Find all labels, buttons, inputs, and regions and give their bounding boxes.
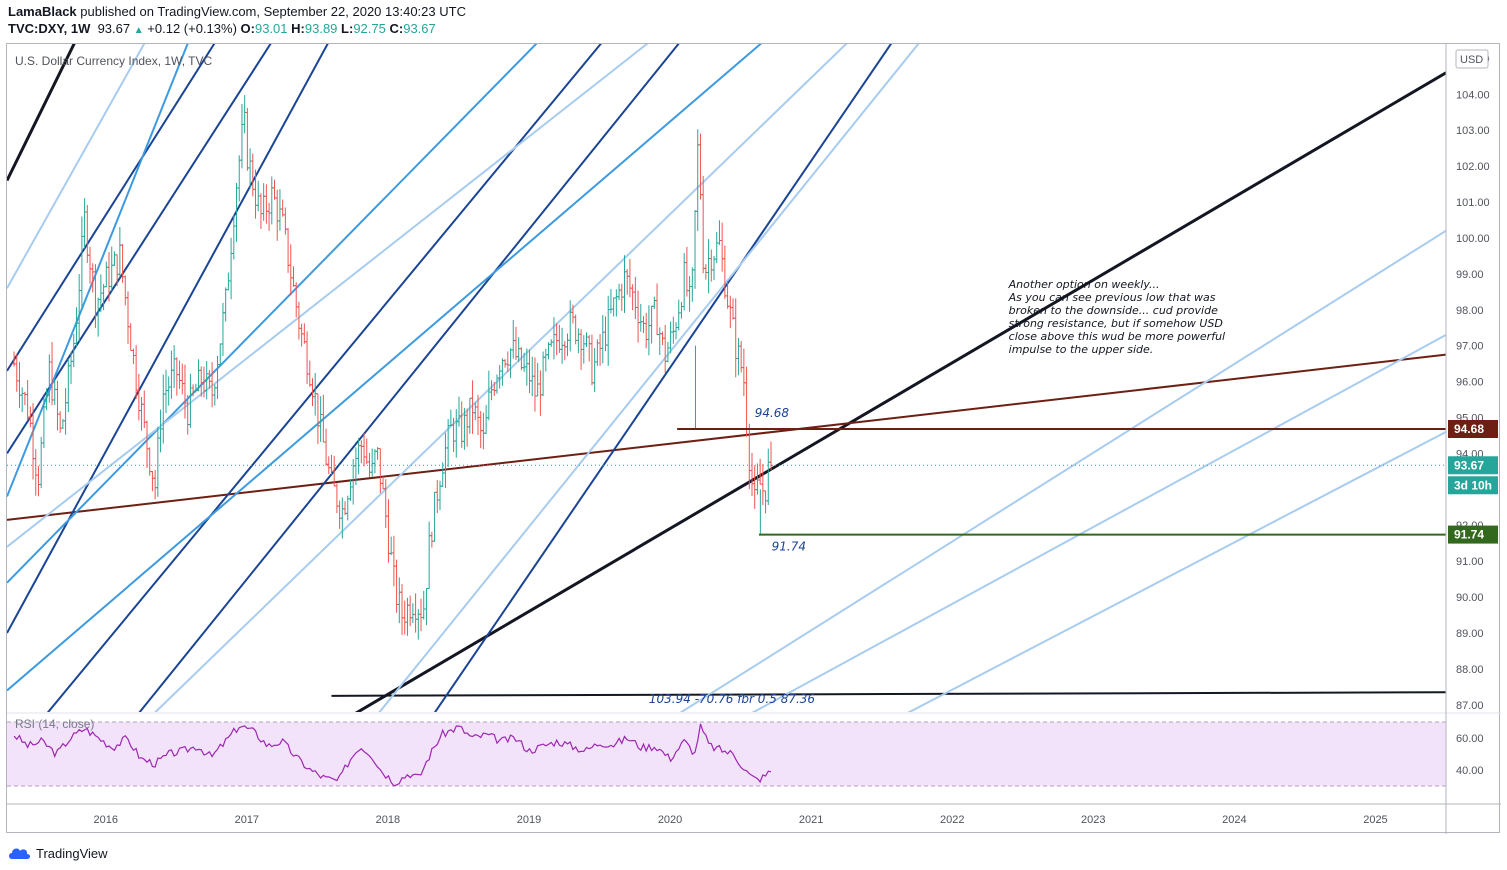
black-lower-trendline [354, 71, 1446, 712]
note-line: impulse to the upper side. [1009, 343, 1154, 356]
time-tick-label: 2020 [658, 814, 682, 826]
symbol-ohlc-header: TVC:DXY, 1W 93.67 ▲ +0.12 (+0.13%) O:93.… [8, 21, 436, 36]
low-value: 92.75 [353, 21, 386, 36]
blue-channel-line [7, 44, 762, 692]
bar-countdown-tag: 3d 10h [1454, 478, 1492, 492]
price-tick-label: 101.00 [1456, 197, 1490, 209]
note-line: As you can see previous low that was [1008, 291, 1216, 304]
tradingview-cloud-icon [9, 848, 30, 859]
price-tick-label: 96.00 [1456, 377, 1484, 389]
navy-channel-line [46, 44, 602, 712]
time-tick-label: 2023 [1081, 814, 1105, 826]
time-tick-label: 2021 [799, 814, 823, 826]
lightblue-channel-line [751, 334, 1446, 712]
blue-channel-line [7, 44, 189, 497]
price-tick-label: 99.00 [1456, 269, 1484, 281]
price-tick-label: 98.00 [1456, 305, 1484, 317]
time-tick-label: 2016 [94, 814, 118, 826]
time-tick-label: 2022 [940, 814, 964, 826]
last-price: 93.67 [97, 21, 131, 36]
lightblue-channel-line [679, 229, 1446, 712]
low-label: L: [341, 21, 354, 36]
time-tick-label: 2024 [1222, 814, 1246, 826]
axes: 87.0088.0089.0090.0091.0092.0093.0094.00… [7, 44, 1501, 834]
price-tick-label: 91.00 [1456, 556, 1484, 568]
price-tick-label: 97.00 [1456, 341, 1484, 353]
high-value: 93.89 [304, 21, 338, 36]
last-price-tag-bg [1448, 456, 1498, 475]
currency-label: USD [1460, 54, 1483, 66]
resistance-price-tag-bg [1448, 419, 1498, 438]
price-tick-label: 88.00 [1456, 664, 1484, 676]
price-tick-label: 90.00 [1456, 592, 1484, 604]
time-tick-label: 2019 [517, 814, 541, 826]
lightblue-channel-line [7, 44, 649, 548]
rsi-tick-label: 40.00 [1456, 765, 1484, 777]
lightblue-channel-line [7, 44, 146, 289]
note-line: Another option on weekly... [1008, 278, 1160, 291]
black-fib-base-line [331, 691, 1446, 697]
fib-annotation: 103.94 -70.76 fbr 0.5 87.36 [649, 692, 816, 706]
note-line: broken to the downside... cud provide [1009, 304, 1218, 317]
open-value: 93.01 [254, 21, 288, 36]
note-line: close above this wud be more powerful [1009, 330, 1225, 343]
bar-countdown-tag-bg [1448, 476, 1498, 495]
chart-canvas[interactable]: RSI (14, close) 87.00 88.00 89.00 90.00 91.0… [7, 44, 1501, 834]
time-tick-label: 2025 [1363, 814, 1387, 826]
chart-title: U.S. Dollar Currency Index, 1W, TVC [15, 54, 213, 68]
footer-brand-label: TradingView [36, 845, 108, 861]
lightblue-channel-line [907, 430, 1446, 712]
close-label: C: [389, 21, 404, 36]
lightblue-channel-line [378, 44, 920, 712]
high-label: H: [291, 21, 305, 36]
navy-channel-line [138, 44, 680, 712]
price-tick-label: 102.00 [1456, 161, 1490, 173]
rsi-pane: RSI (14, close) [7, 712, 1501, 787]
chart-frame[interactable]: RSI (14, close) 87.00 88.00 89.00 90.00 91.0… [6, 43, 1501, 834]
time-tick-label: 2018 [376, 814, 400, 826]
note-line: strong resistance, but if somehow USD [1009, 317, 1223, 330]
support-price-tag: 91.74 [1454, 528, 1484, 542]
price-bars [12, 95, 773, 640]
publish-header: LamaBlack published on TradingView.com, … [8, 4, 466, 19]
rsi-label: RSI (14, close) [15, 717, 94, 731]
last-price-tag: 93.67 [1454, 458, 1484, 472]
resistance-price-tag: 94.68 [1454, 422, 1484, 436]
symbol-ticker[interactable]: TVC:DXY, 1W [8, 21, 91, 36]
close-value: 93.67 [403, 21, 436, 36]
author-name[interactable]: LamaBlack [8, 4, 77, 19]
time-tick-label: 2017 [235, 814, 259, 826]
triangle-up-icon: ▲ [133, 25, 144, 36]
level-low-annotation: 91.74 [772, 540, 806, 554]
navy-channel-line [7, 44, 329, 634]
publish-info: published on TradingView.com, September … [80, 4, 466, 19]
price-tick-label: 87.00 [1456, 700, 1484, 712]
currency-box [1455, 49, 1489, 69]
level-high-annotation: 94.68 [755, 406, 790, 420]
navy-channel-line [7, 44, 216, 372]
support-price-tag-bg [1448, 525, 1498, 544]
open-label: O: [240, 21, 255, 36]
navy-channel-line [7, 44, 272, 454]
black-upper-trendline [7, 44, 76, 182]
annotations: U.S. Dollar Currency Index, 1W, TVC 94.68… [15, 54, 1225, 706]
lightblue-channel-line [154, 44, 848, 712]
drawing-layer [7, 44, 1446, 712]
rsi-tick-label: 60.00 [1456, 733, 1484, 745]
footer-brand[interactable]: TradingView [8, 843, 108, 863]
navy-channel-line [433, 44, 893, 712]
price-tick-label: 104.00 [1456, 89, 1490, 101]
price-change: +0.12 (+0.13%) [147, 21, 237, 36]
price-tick-label: 103.00 [1456, 125, 1490, 137]
rsi-line [13, 723, 772, 787]
rsi-band-fill [7, 722, 1446, 786]
price-tick-label: 100.00 [1456, 233, 1490, 245]
blue-channel-line [7, 44, 538, 584]
horizontal-levels [7, 427, 1446, 536]
price-tick-label: 89.00 [1456, 628, 1484, 640]
